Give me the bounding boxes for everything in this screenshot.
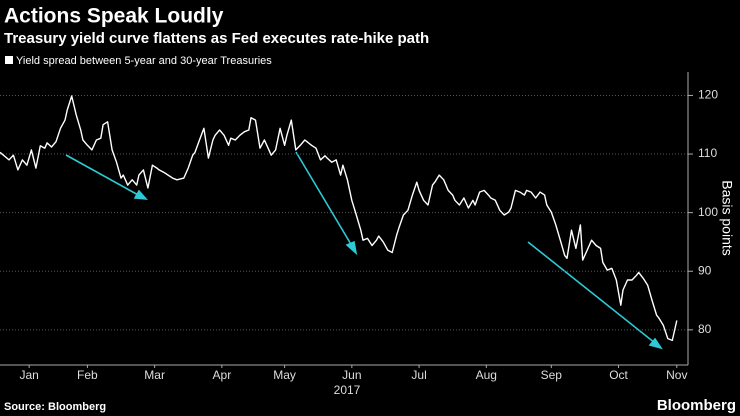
x-tick-label: Feb xyxy=(77,368,98,382)
x-tick-label: Nov xyxy=(666,368,687,382)
y-tick-label: 120 xyxy=(698,88,718,102)
brand: Bloomberg xyxy=(657,397,736,414)
y-axis-label: Basis points xyxy=(719,180,735,255)
chart-title: Actions Speak Loudly xyxy=(4,5,224,28)
source: Source: Bloomberg xyxy=(4,401,106,413)
x-tick-label: Jul xyxy=(411,368,426,382)
y-tick-label: 90 xyxy=(698,263,712,277)
chart-subtitle: Treasury yield curve flattens as Fed exe… xyxy=(4,30,429,47)
legend-swatch xyxy=(5,56,13,64)
x-tick-label: Apr xyxy=(213,368,232,382)
legend-label: Yield spread between 5-year and 30-year … xyxy=(16,55,272,67)
x-tick-label: Mar xyxy=(144,368,165,382)
x-tick-label: Jun xyxy=(342,368,361,382)
x-tick-label: Sep xyxy=(541,368,563,382)
x-tick-label: May xyxy=(273,368,296,382)
y-tick-label: 80 xyxy=(698,322,712,336)
y-tick-label: 110 xyxy=(698,146,717,160)
x-tick-label: Jan xyxy=(19,368,38,382)
x-axis-label: 2017 xyxy=(334,383,361,397)
x-tick-label: Oct xyxy=(609,368,628,382)
y-tick-label: 100 xyxy=(698,205,718,219)
annotation-arrows xyxy=(65,151,663,350)
line xyxy=(0,95,678,342)
x-tick-label: Aug xyxy=(476,368,497,382)
